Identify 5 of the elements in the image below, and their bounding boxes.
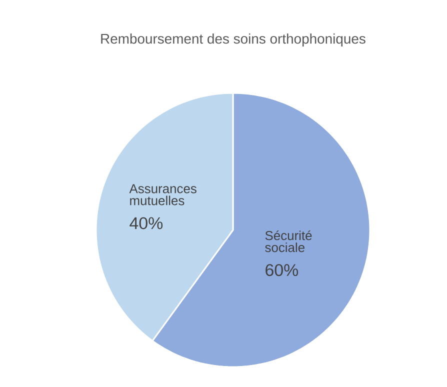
- data-label: 60%: [266, 264, 298, 276]
- slice-label: Sécurité sociale: [265, 230, 312, 252]
- data-label: 40%: [130, 217, 163, 230]
- slice-label: Assurances mutuelles: [129, 184, 196, 206]
- chart-title: Remboursement des soins orthophoniques: [101, 33, 366, 46]
